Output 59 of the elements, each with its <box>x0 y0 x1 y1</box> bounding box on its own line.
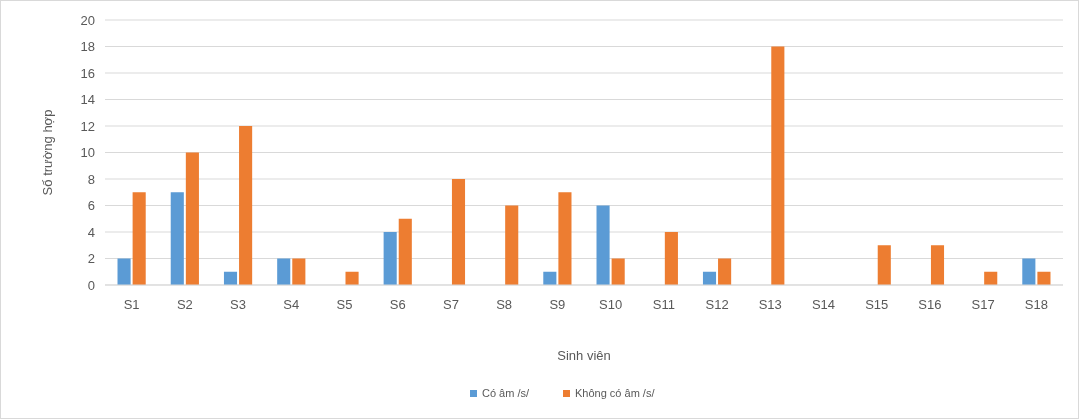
bar <box>877 245 891 285</box>
bar <box>292 258 306 285</box>
bar <box>223 271 238 285</box>
y-tick-label: 2 <box>87 251 95 267</box>
x-tick-label: S14 <box>811 297 836 312</box>
x-tick-label: S12 <box>705 297 729 312</box>
x-axis-title: Sinh viên <box>557 348 611 363</box>
y-tick-label: 0 <box>87 277 95 293</box>
x-tick-label: S17 <box>971 297 995 312</box>
bar <box>1022 258 1036 285</box>
bar <box>664 232 678 285</box>
bar <box>930 245 945 285</box>
x-tick-label: S5 <box>336 297 353 312</box>
y-tick-label: 10 <box>80 145 95 161</box>
y-tick-label: 4 <box>87 224 95 240</box>
x-tick-label: S11 <box>652 297 675 312</box>
y-tick-label: 8 <box>87 171 95 187</box>
bar <box>543 271 557 285</box>
bar <box>185 152 199 285</box>
legend-label: Có âm /s/ <box>482 387 531 399</box>
bar <box>771 46 785 285</box>
x-tick-label: S6 <box>389 297 406 312</box>
y-tick-label: 20 <box>80 12 95 28</box>
bar <box>170 192 184 285</box>
bar <box>1037 271 1051 285</box>
x-tick-label: S1 <box>123 297 140 312</box>
bar <box>558 192 572 285</box>
x-tick-label: S2 <box>176 297 193 312</box>
x-tick-label: S9 <box>549 297 566 312</box>
bar <box>718 258 732 285</box>
bar <box>984 271 998 285</box>
x-tick-label: S16 <box>918 297 942 312</box>
bar <box>596 205 610 285</box>
bar <box>451 179 466 285</box>
y-tick-label: 12 <box>80 118 95 134</box>
x-tick-label: S13 <box>758 297 782 312</box>
y-tick-label: 14 <box>80 92 95 108</box>
bar <box>398 218 412 285</box>
x-tick-label: S7 <box>442 297 459 312</box>
y-axis-title: Số trường hợp <box>40 109 55 196</box>
bar <box>117 258 131 285</box>
bar <box>383 232 397 285</box>
bar <box>702 271 717 285</box>
bar <box>277 258 291 285</box>
x-tick-label: S4 <box>283 297 300 312</box>
bar <box>611 258 625 285</box>
x-tick-label: S15 <box>865 297 889 312</box>
bar <box>239 126 253 285</box>
y-tick-label: 16 <box>80 65 95 81</box>
y-tick-label: 18 <box>80 39 95 55</box>
bar <box>505 205 519 285</box>
bar <box>345 271 359 285</box>
bar <box>132 192 146 285</box>
x-tick-label: S10 <box>599 297 623 312</box>
y-tick-label: 6 <box>87 198 95 214</box>
x-tick-label: S8 <box>496 297 513 312</box>
x-tick-label: S3 <box>230 297 247 312</box>
legend-label: Không có âm /s/ <box>575 387 656 399</box>
x-tick-label: S18 <box>1024 297 1048 312</box>
